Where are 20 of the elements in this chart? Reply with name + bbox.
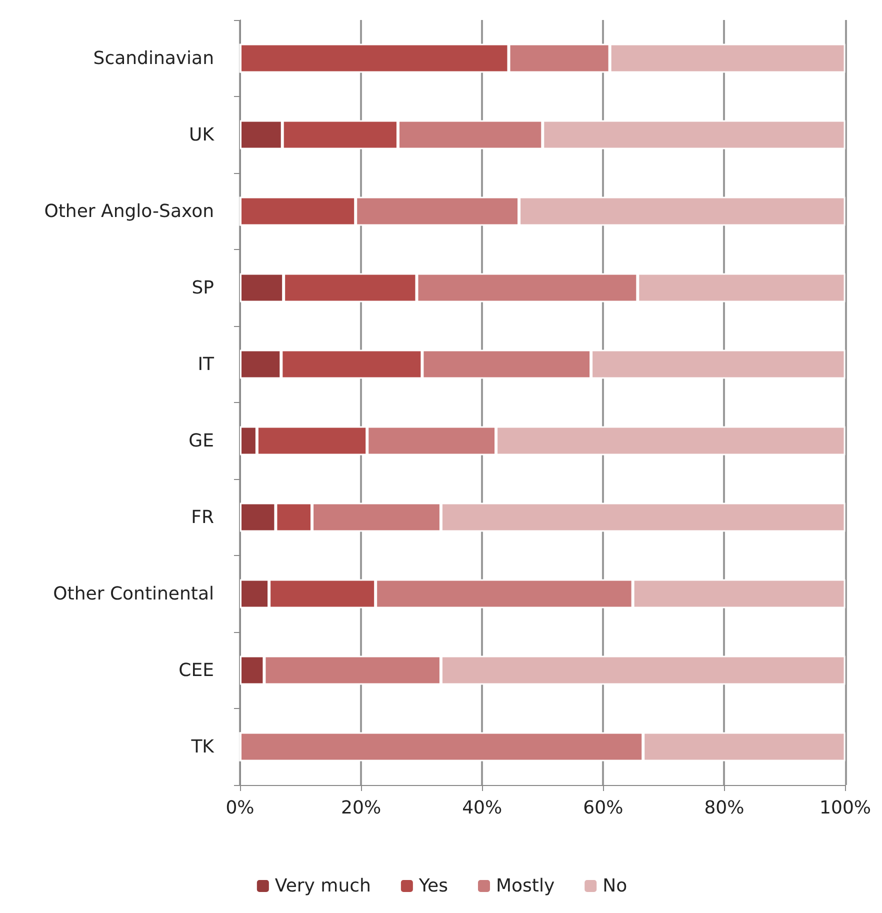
y-tick-label: FR <box>191 506 214 528</box>
x-tick-label: 40% <box>462 798 502 818</box>
y-tick-label: UK <box>189 124 216 146</box>
y-tick-label: Other Anglo-Saxon <box>44 200 214 222</box>
legend-label: No <box>602 876 628 896</box>
y-tick-label: IT <box>198 354 215 375</box>
y-tick-label: GE <box>188 430 214 452</box>
x-tick-label: 20% <box>341 798 382 818</box>
x-tick-label: 60% <box>583 798 624 818</box>
y-tick-label: Scandinavian <box>93 48 214 69</box>
y-tick-label: CEE <box>178 660 214 681</box>
y-tick-label: TK <box>190 736 216 758</box>
legend-label: Yes <box>418 876 448 896</box>
legend-label: Mostly <box>496 876 555 896</box>
x-tick-label: 0% <box>226 798 254 818</box>
y-tick-label: SP <box>192 277 214 298</box>
x-tick-label: 100% <box>820 798 872 818</box>
legend-label: Very much <box>274 876 371 896</box>
x-tick-label: 80% <box>704 798 744 818</box>
y-tick-label: Other Continental <box>53 583 214 604</box>
